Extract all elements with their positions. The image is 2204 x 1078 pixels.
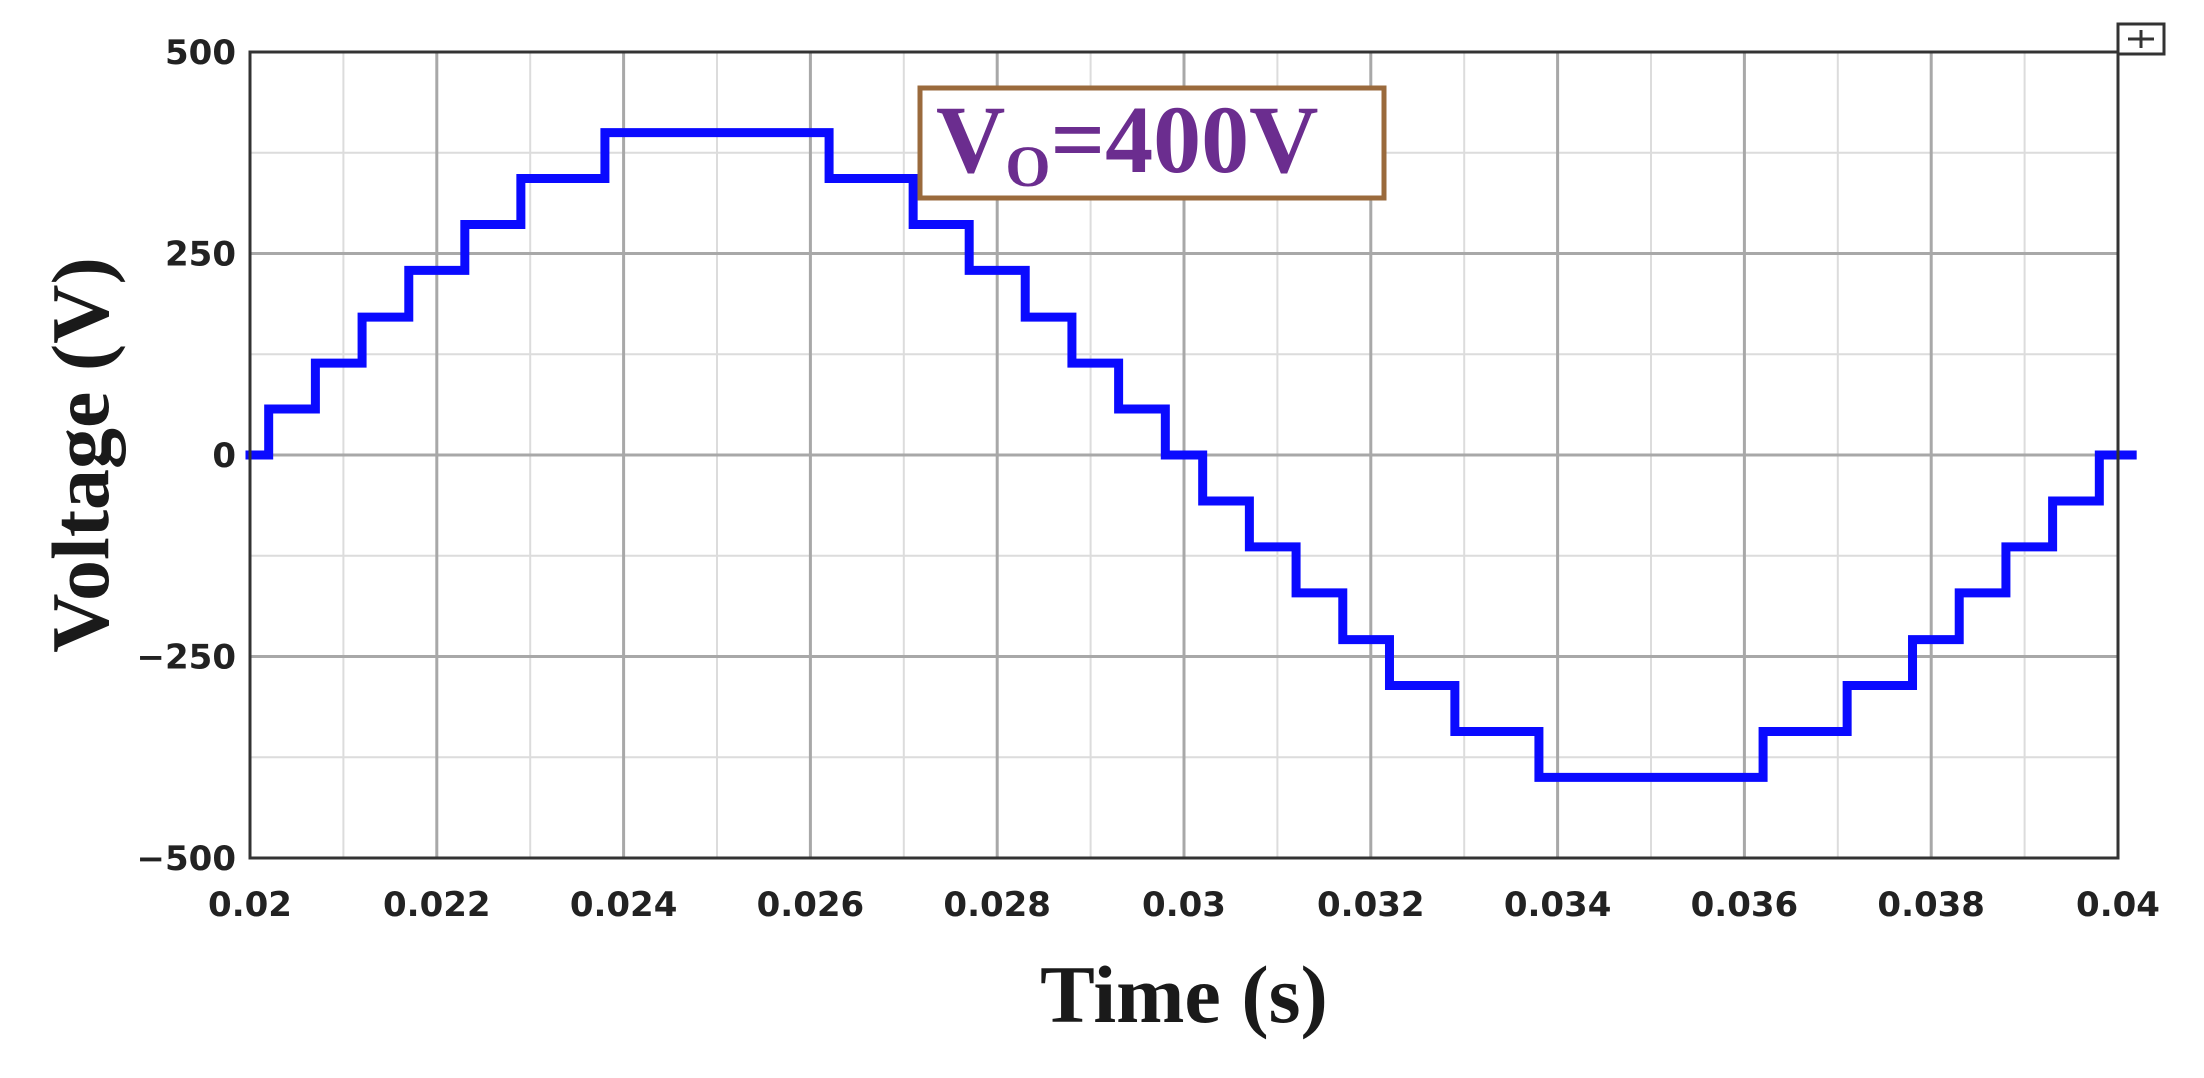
x-tick-labels: 0.02 0.022 0.024 0.026 0.028 0.03 0.032 0.034 0.… (208, 885, 2160, 925)
zoom-icon[interactable] (2116, 22, 2166, 56)
x-tick-label: 0.032 (1317, 885, 1425, 925)
y-tick-label: 500 (165, 33, 236, 73)
x-tick-label: 0.036 (1691, 885, 1799, 925)
annotation-subscript: O (1005, 134, 1050, 199)
y-axis-title: Voltage (V) (35, 257, 126, 653)
y-tick-label: −250 (137, 638, 236, 678)
x-tick-label: 0.026 (757, 885, 865, 925)
x-tick-label: 0.034 (1504, 885, 1612, 925)
y-tick-labels: 500 250 0 −250 −500 (137, 33, 236, 879)
plot-frame (248, 50, 2120, 860)
x-tick-label: 0.038 (1877, 885, 1985, 925)
y-tick-label: 250 (165, 235, 236, 275)
y-tick-label: −500 (137, 839, 236, 879)
x-axis-title: Time (s) (1040, 949, 1328, 1040)
annotation-box: VO=400V (917, 85, 1387, 201)
x-tick-label: 0.028 (943, 885, 1051, 925)
annotation-border (917, 85, 1387, 201)
x-tick-label: 0.02 (208, 885, 292, 925)
annotation-value: =400V (1050, 86, 1318, 193)
x-tick-label: 0.024 (570, 885, 678, 925)
x-tick-label: 0.04 (2076, 885, 2160, 925)
y-tick-label: 0 (212, 436, 236, 476)
annotation-text: VO=400V (936, 86, 1318, 199)
x-tick-label: 0.022 (383, 885, 491, 925)
annotation-symbol: V (936, 86, 1005, 193)
x-tick-label: 0.03 (1142, 885, 1226, 925)
output-voltage-step-line (245, 128, 2137, 782)
